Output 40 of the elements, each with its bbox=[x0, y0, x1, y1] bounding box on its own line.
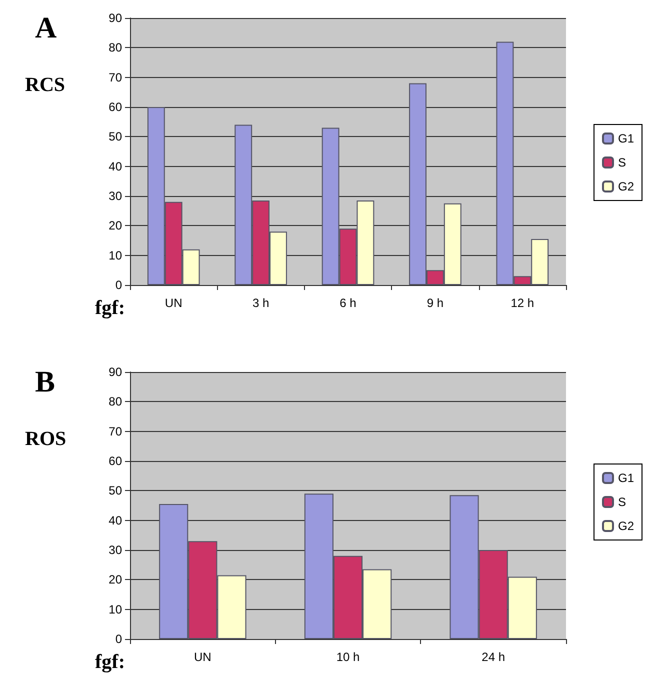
x-tick-label: 3 h bbox=[252, 296, 270, 310]
y-tick-label: 50 bbox=[108, 130, 122, 144]
x-axis-title: fgf: bbox=[95, 297, 125, 319]
x-tick-label: 9 h bbox=[426, 296, 444, 310]
y-tick-label: 10 bbox=[108, 248, 122, 262]
x-tick-label: 6 h bbox=[340, 296, 356, 310]
y-tick-label: 70 bbox=[108, 424, 122, 438]
x-tick-label: UN bbox=[194, 650, 212, 664]
y-tick-label: 20 bbox=[108, 572, 122, 587]
chart-title: A bbox=[35, 12, 57, 44]
y-tick-label: 40 bbox=[108, 159, 122, 174]
x-tick-label: UN bbox=[164, 296, 182, 310]
x-tick-label: 12 h bbox=[510, 296, 534, 310]
y-tick-label: 90 bbox=[108, 11, 122, 25]
legend-label: G1 bbox=[618, 132, 634, 146]
y-tick-label: 80 bbox=[108, 394, 122, 409]
y-tick-label: 20 bbox=[108, 218, 122, 233]
y-tick-label: 80 bbox=[108, 40, 122, 55]
y-tick-label: 90 bbox=[108, 365, 122, 379]
y-tick-label: 10 bbox=[108, 602, 122, 616]
x-tick-label: 24 h bbox=[482, 650, 506, 664]
y-axis-title: ROS bbox=[25, 428, 66, 450]
y-tick-label: 60 bbox=[108, 100, 122, 114]
y-tick-label: 30 bbox=[108, 189, 122, 203]
legend-label: S bbox=[618, 156, 626, 170]
y-tick-label: 30 bbox=[108, 543, 122, 557]
x-tick-label: 10 h bbox=[336, 650, 360, 664]
legend-label: G2 bbox=[618, 519, 634, 533]
y-tick-label: 40 bbox=[108, 513, 122, 528]
legend-label: S bbox=[618, 495, 626, 509]
y-tick-label: 0 bbox=[115, 278, 122, 292]
y-axis-title: RCS bbox=[25, 74, 66, 96]
y-tick-label: 50 bbox=[108, 484, 122, 498]
legend-label: G2 bbox=[618, 180, 634, 194]
chart-title: B bbox=[35, 366, 56, 398]
y-tick-label: 70 bbox=[108, 70, 122, 84]
x-axis-title: fgf: bbox=[95, 651, 125, 673]
y-tick-label: 60 bbox=[108, 454, 122, 468]
legend-label: G1 bbox=[618, 471, 634, 485]
y-tick-label: 0 bbox=[115, 632, 122, 646]
